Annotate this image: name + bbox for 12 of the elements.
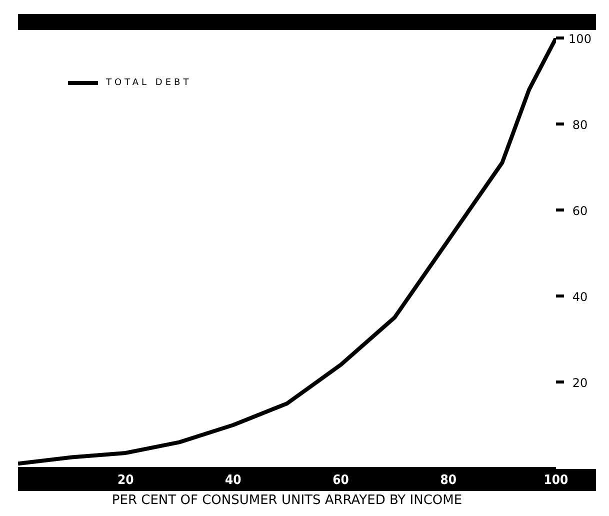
legend-label: TOTAL DEBT [106,78,192,88]
x-tick-label: 20 [117,473,134,488]
x-tick-label: 100 [544,473,568,488]
y-tick-label: 60 [572,204,588,218]
y-tick-label: 20 [572,376,588,390]
x-tick-label: 80 [440,473,457,488]
x-tick-label: 60 [332,473,349,488]
y-tick-label: 100 [568,32,592,46]
x-axis-title: PER CENT OF CONSUMER UNITS ARRAYED BY INCOME [112,493,462,508]
y-tick-label: 80 [572,118,588,132]
x-tick-label: 40 [225,473,242,488]
y-tick-label: 40 [572,290,588,304]
